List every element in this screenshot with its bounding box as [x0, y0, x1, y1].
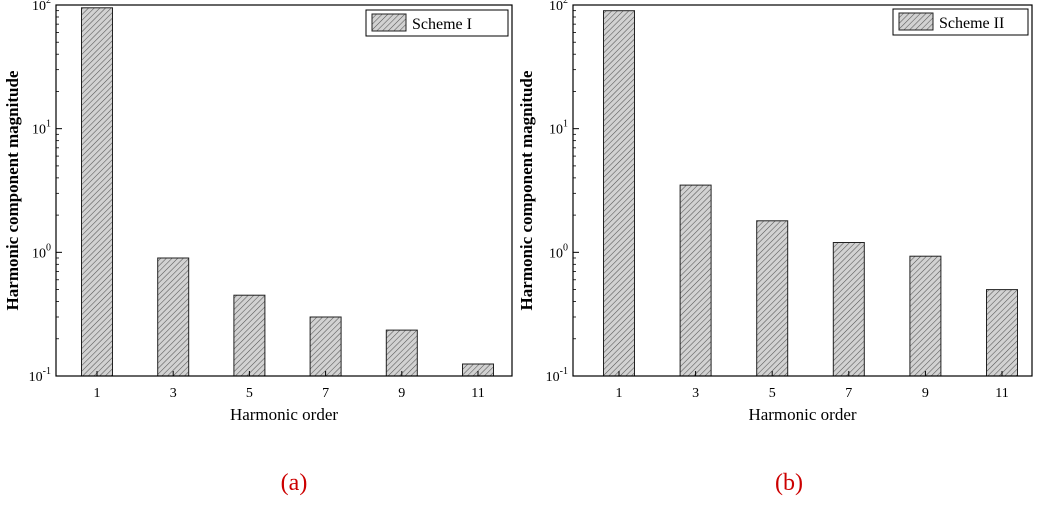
chart-panel-b: 102 101 100 10-1 1 3 5 7 9 11 Harmonic order Harmon…: [517, 0, 1033, 496]
x-tick-label-9: 9: [922, 386, 929, 401]
bar-7: [832, 242, 865, 377]
legend-label: Scheme II: [939, 15, 1004, 32]
y-tick-label: 102: [549, 0, 568, 14]
x-axis-title: Harmonic order: [748, 405, 856, 424]
plot-frame: [55, 4, 513, 377]
bar-11: [986, 289, 1018, 377]
legend-swatch: [371, 13, 407, 32]
bar-1: [603, 10, 635, 377]
x-tick-label-1: 1: [616, 386, 623, 401]
y-tick-label: 101: [549, 119, 568, 138]
x-tick-label-1: 1: [94, 386, 101, 401]
legend: Scheme II: [892, 8, 1029, 36]
x-tick-label-9: 9: [398, 386, 405, 401]
bar-5: [233, 294, 266, 377]
y-axis-title: Harmonic component magnitude: [517, 70, 536, 310]
x-axis-title: Harmonic order: [230, 405, 338, 424]
legend: Scheme I: [365, 9, 509, 37]
legend-swatch: [898, 12, 934, 31]
x-tick-label-7: 7: [322, 386, 329, 401]
chart-panel-a: 102 101 100 10-1 1 3 5 7 9 11 Harmonic order Harmon…: [3, 0, 513, 496]
bar-1: [81, 7, 113, 377]
plot-frame: [572, 4, 1033, 377]
bar-3: [157, 257, 190, 377]
x-tick-label-7: 7: [845, 386, 852, 401]
y-axis-title: Harmonic component magnitude: [3, 70, 22, 310]
panel-label: (a): [281, 470, 308, 496]
x-tick-label-5: 5: [769, 386, 776, 401]
bar-9: [385, 329, 418, 377]
y-tick-label: 101: [32, 119, 51, 138]
bar-9: [909, 255, 942, 377]
panel-label: (b): [775, 470, 803, 496]
y-tick-label: 100: [549, 242, 568, 261]
bar-5: [756, 220, 789, 377]
x-tick-label-3: 3: [170, 386, 177, 401]
y-tick-label: 10-1: [546, 366, 568, 385]
y-tick-label: 100: [32, 242, 51, 261]
legend-label: Scheme I: [412, 16, 472, 33]
y-tick-label: 10-1: [29, 366, 51, 385]
x-tick-label-11: 11: [995, 386, 1008, 401]
x-tick-label-5: 5: [246, 386, 253, 401]
bar-7: [309, 316, 342, 377]
bar-3: [679, 184, 712, 377]
x-tick-label-11: 11: [471, 386, 484, 401]
x-tick-label-3: 3: [692, 386, 699, 401]
y-tick-label: 102: [32, 0, 51, 14]
